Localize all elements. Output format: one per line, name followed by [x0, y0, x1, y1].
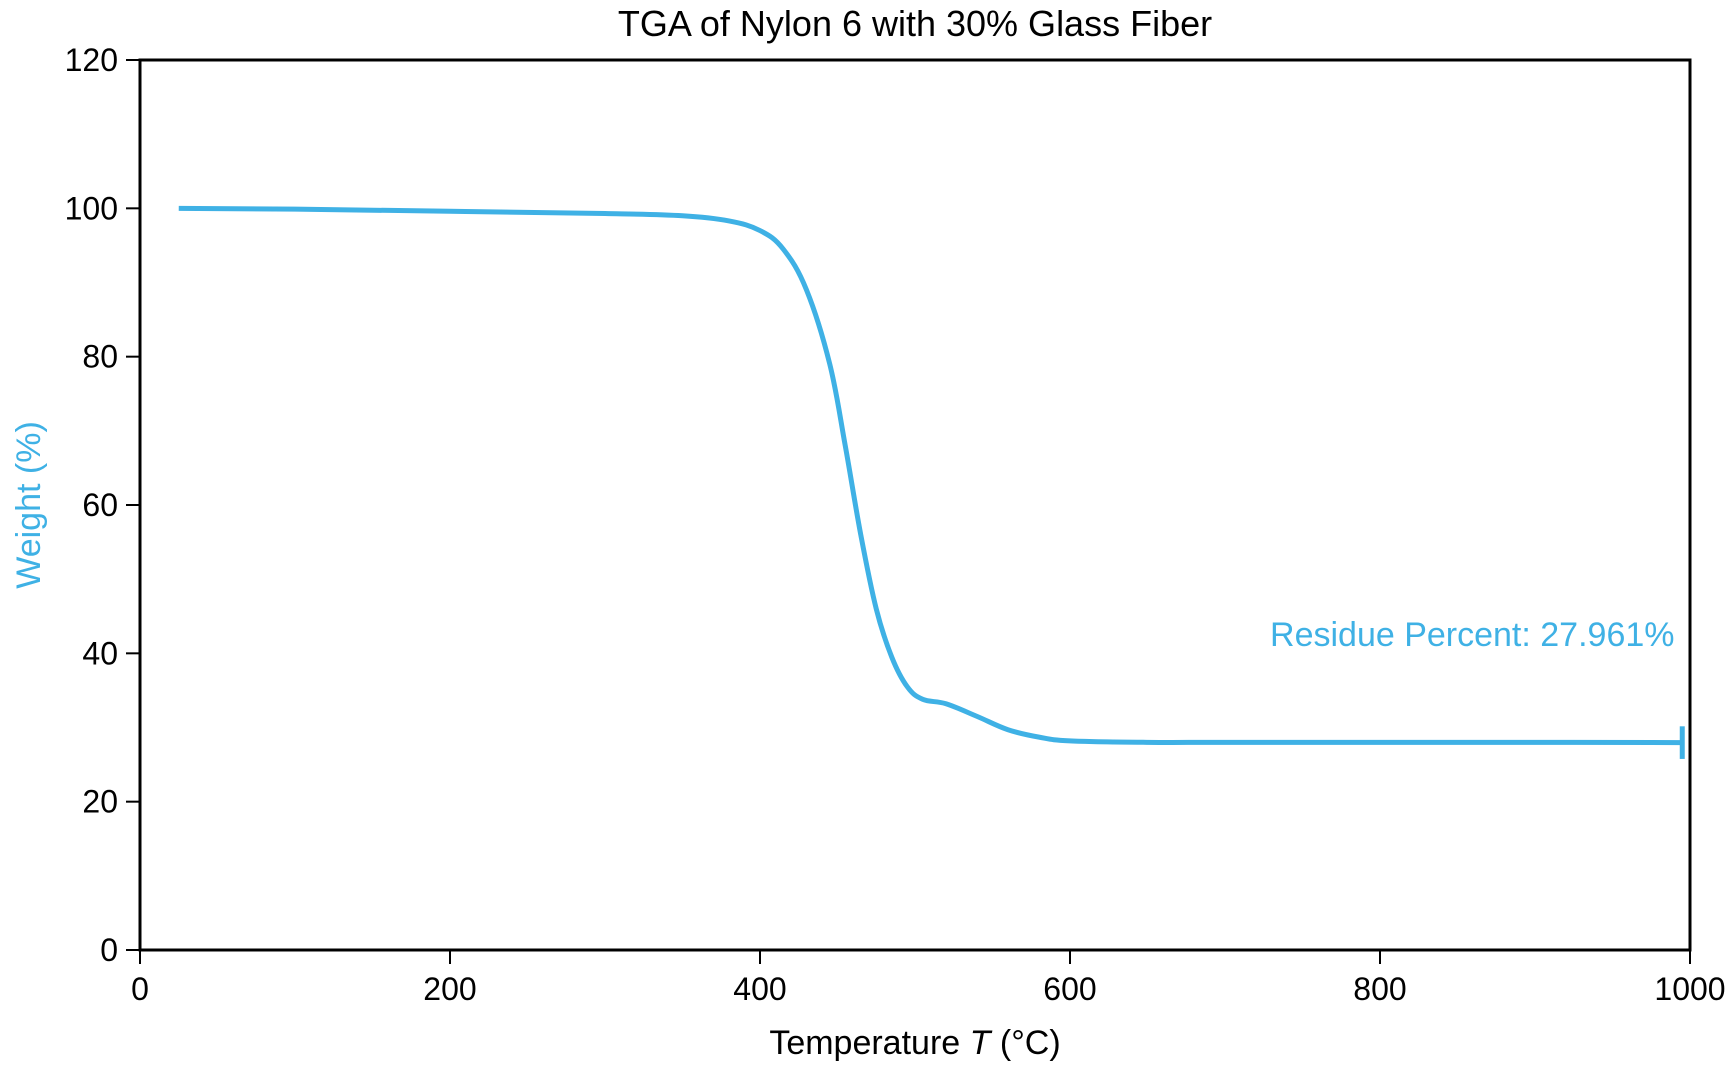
- tga-chart: 0 200 400 600 800 1000 0 20 40 60 80 100 120 TGA of N…: [0, 0, 1725, 1072]
- chart-svg: 0 200 400 600 800 1000 0 20 40 60 80 100 120 TGA of N…: [0, 0, 1725, 1072]
- chart-title: TGA of Nylon 6 with 30% Glass Fiber: [618, 3, 1212, 44]
- x-axis-title: Temperature T (°C): [769, 1024, 1060, 1062]
- y-tick-label: 0: [100, 932, 118, 968]
- x-tick-label: 1000: [1654, 971, 1725, 1007]
- y-tick-label: 60: [82, 487, 118, 523]
- y-tick-label: 100: [65, 190, 118, 226]
- y-tick-label: 20: [82, 784, 118, 820]
- y-tick-label: 80: [82, 339, 118, 375]
- y-tick-label: 40: [82, 635, 118, 671]
- y-tick-label: 120: [65, 42, 118, 78]
- x-tick-label: 200: [423, 971, 476, 1007]
- x-tick-label: 600: [1043, 971, 1096, 1007]
- x-tick-label: 0: [131, 971, 149, 1007]
- plot-border: [140, 60, 1690, 950]
- x-tick-label: 800: [1353, 971, 1406, 1007]
- weight-curve: [179, 208, 1683, 742]
- x-tick-label: 400: [733, 971, 786, 1007]
- residue-annotation: Residue Percent: 27.961%: [1270, 616, 1674, 654]
- y-axis-title: Weight (%): [10, 421, 48, 589]
